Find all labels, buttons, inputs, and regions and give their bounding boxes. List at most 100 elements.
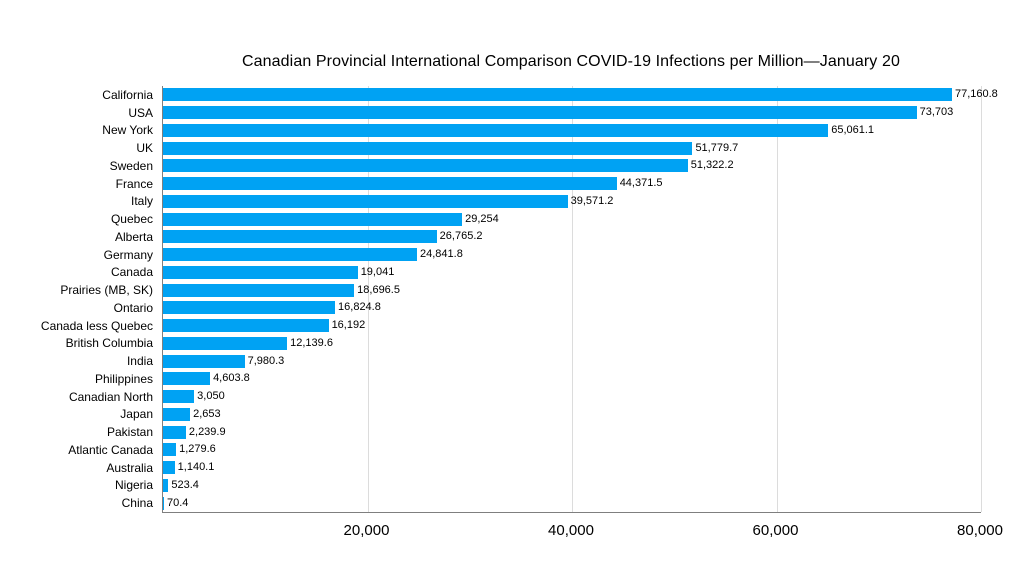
bar-row: 44,371.5 (163, 175, 981, 193)
bar-row: 2,239.9 (163, 423, 981, 441)
value-label: 523.4 (171, 478, 199, 491)
bar-row: 77,160.8 (163, 86, 998, 104)
value-label: 26,765.2 (439, 230, 483, 243)
value-label: 16,192 (331, 319, 366, 332)
x-tick-label: 80,000 (957, 522, 1003, 539)
category-label: Australia (106, 460, 153, 475)
bar-row: 70.4 (163, 494, 981, 512)
bar (163, 443, 177, 457)
bar-row: 1,279.6 (163, 441, 981, 459)
bar-rows: 77,160.8 73,703 65,061.1 51,779.7 51,322.2 44… (163, 86, 998, 512)
bar (163, 496, 164, 510)
bar-row: 26,765.2 (163, 228, 981, 246)
bar-row: 29,254 (163, 210, 981, 228)
x-tick-label: 20,000 (343, 522, 390, 539)
bar (163, 106, 917, 120)
bar-row: 523.4 (163, 477, 981, 495)
bar (163, 425, 186, 439)
category-label: Canada less Quebec (40, 318, 153, 333)
bar (163, 194, 568, 208)
value-label: 29,254 (465, 212, 499, 225)
value-label: 2,653 (193, 407, 221, 420)
bar-row: 65,061.1 (163, 122, 981, 140)
bar-row: 1,140.1 (163, 459, 981, 477)
value-label: 44,371.5 (619, 177, 663, 190)
category-label: Canada (110, 265, 153, 280)
bar-row: 39,571.2 (163, 193, 981, 211)
bar (163, 390, 195, 404)
bar-row: 18,696.5 (163, 281, 981, 299)
bar (163, 301, 336, 315)
bar (163, 354, 245, 368)
bar (163, 336, 288, 350)
category-label: Japan (120, 407, 153, 422)
category-label: Germany (103, 247, 153, 262)
category-label: Atlantic Canada (68, 442, 153, 457)
category-label: India (126, 354, 153, 369)
value-label: 65,061.1 (831, 123, 875, 136)
bar-row: 4,603.8 (163, 370, 981, 388)
value-label: 51,779.7 (695, 141, 739, 154)
value-label: 12,139.6 (290, 336, 333, 349)
value-label: 16,824.8 (338, 301, 381, 314)
category-label: Quebec (110, 212, 153, 227)
bar-row: 16,824.8 (163, 299, 981, 317)
category-label: British Columbia (65, 336, 153, 351)
x-tick-label: 60,000 (752, 522, 799, 539)
x-tick-label: 40,000 (548, 522, 594, 539)
value-label: 1,140.1 (177, 461, 215, 474)
value-label: 3,050 (197, 390, 225, 403)
value-label: 4,603.8 (213, 372, 250, 385)
category-label: New York (102, 123, 153, 138)
bar-row: 12,139.6 (163, 335, 981, 353)
bar (163, 319, 329, 333)
value-label: 7,980.3 (247, 354, 285, 367)
value-label: 19,041 (360, 265, 395, 278)
value-label: 73,703 (919, 106, 954, 119)
bar (163, 230, 437, 244)
bar (163, 478, 169, 492)
bar-row: 2,653 (163, 406, 981, 424)
value-label: 51,322.2 (690, 159, 734, 172)
bar (163, 461, 175, 475)
category-label: California (102, 87, 153, 102)
bar (163, 88, 952, 102)
category-label: Ontario (113, 300, 153, 315)
gridline (572, 86, 573, 512)
plot-area: 77,160.8 73,703 65,061.1 51,779.7 51,322.2 44… (162, 86, 998, 513)
chart-title: Canadian Provincial International Compar… (242, 53, 900, 70)
category-label: France (115, 176, 153, 191)
x-axis: 20,000 40,000 60,000 80,000 (162, 522, 1003, 546)
value-label: 77,160.8 (954, 88, 998, 101)
bar-row: 51,779.7 (163, 139, 981, 157)
category-label: Sweden (109, 158, 153, 173)
value-label: 18,696.5 (357, 283, 400, 296)
bar-row: 3,050 (163, 388, 981, 406)
bar-row: 19,041 (163, 264, 981, 282)
value-label: 1,279.6 (179, 443, 216, 456)
category-label: Philippines (94, 371, 153, 386)
category-label: Italy (130, 194, 153, 209)
category-label: Canadian North (68, 389, 153, 404)
bar (163, 212, 463, 226)
category-label: Prairies (MB, SK) (60, 283, 153, 298)
category-labels: California USA New York UK Sweden France Italy… (0, 86, 153, 512)
bar (163, 159, 688, 173)
category-label: Nigeria (114, 478, 153, 493)
bar-row: 16,192 (163, 317, 981, 335)
category-label: Pakistan (106, 425, 153, 440)
gridline (776, 86, 778, 512)
value-label: 24,841.8 (420, 248, 463, 261)
value-label: 70.4 (167, 496, 189, 509)
bar (163, 265, 358, 279)
gridline (981, 86, 982, 512)
bar-row: 7,980.3 (163, 352, 981, 370)
bar-row: 24,841.8 (163, 246, 981, 264)
gridline (367, 86, 369, 512)
value-label: 39,571.2 (570, 194, 614, 207)
bar (163, 248, 417, 262)
value-label: 2,239.9 (188, 425, 226, 438)
bar (163, 177, 617, 191)
bar-row: 73,703 (163, 104, 981, 122)
bar (163, 123, 829, 137)
